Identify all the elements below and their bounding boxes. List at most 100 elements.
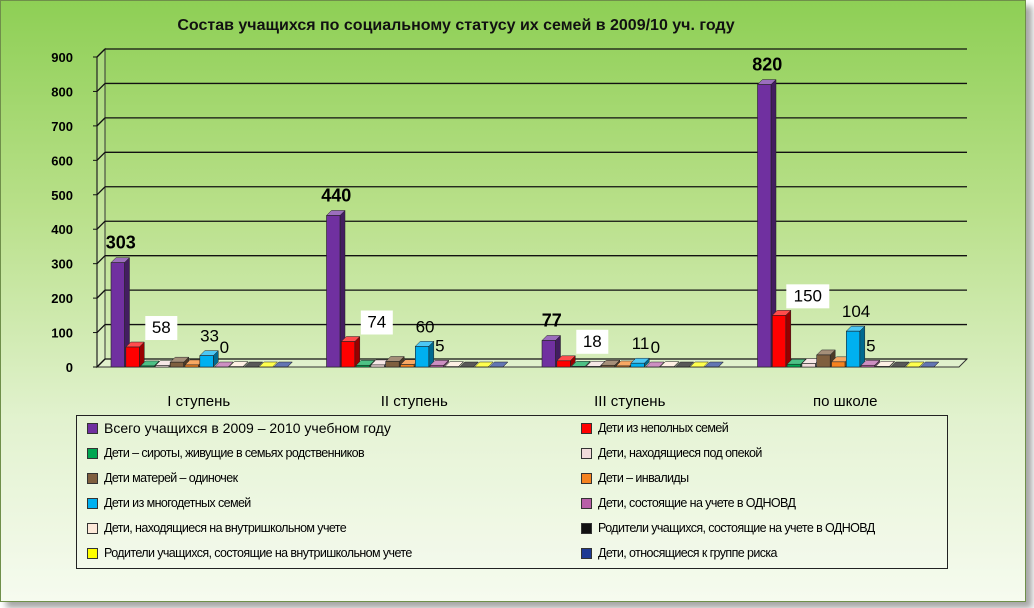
data-label: 440: [321, 185, 351, 205]
legend-swatch: [581, 447, 592, 459]
bar: [444, 361, 465, 368]
data-label: 74: [360, 310, 393, 335]
bar: [689, 361, 710, 368]
svg-text:58: 58: [152, 318, 171, 337]
data-label: 820: [752, 55, 782, 75]
bar: [704, 361, 724, 368]
svg-text:5: 5: [866, 336, 875, 355]
bar: [273, 361, 293, 368]
legend-item: Дети, находящиеся под опекой: [581, 444, 762, 462]
data-label: 60: [416, 317, 435, 336]
legend-label: Дети из многодетных семей: [104, 496, 251, 510]
gridline-diag: [96, 220, 106, 230]
legend-label: Дети, относящиеся к группе риска: [598, 546, 777, 560]
legend-swatch: [581, 522, 592, 534]
legend-label: Дети матерей – одиночек: [104, 471, 238, 485]
bar: [674, 361, 695, 368]
bar: [473, 361, 494, 368]
legend-label: Дети – инвалиды: [598, 471, 689, 485]
data-label: 33: [200, 327, 219, 346]
bar: [570, 360, 591, 368]
bar: [756, 78, 777, 368]
y-tick-label: 400: [51, 222, 73, 237]
x-category-label: по школе: [813, 393, 878, 410]
legend-item: Дети, находящиеся на внутришкольном учет…: [87, 519, 347, 537]
svg-text:0: 0: [651, 338, 660, 357]
gridline-diag: [96, 289, 106, 299]
legend-swatch: [581, 422, 592, 434]
bar: [644, 361, 665, 368]
svg-text:150: 150: [794, 286, 822, 305]
legend-item: Дети из неполных семей: [581, 419, 729, 437]
legend-label: Дети, находящиеся на внутришкольном учет…: [104, 521, 347, 535]
legend-label: Родители учащихся, состоящие на учете в …: [598, 521, 875, 535]
bar: [429, 359, 450, 368]
gridline-diag: [96, 117, 106, 127]
bar: [659, 361, 680, 368]
legend-label: Родители учащихся, состоящие на внутришк…: [104, 546, 412, 560]
legend-swatch: [87, 472, 98, 484]
bar: [600, 359, 621, 368]
plot-walls: [95, 47, 969, 369]
bar: [459, 361, 479, 368]
data-label: 303: [106, 233, 136, 253]
legend-item: Дети – сироты, живущие в семьях родствен…: [87, 444, 365, 462]
bar: [541, 334, 562, 368]
y-tick-label: 200: [51, 291, 73, 306]
legend-label: Дети – сироты, живущие в семьях родствен…: [104, 446, 365, 460]
bar: [556, 355, 576, 368]
legend-item: Дети, относящиеся к группе риска: [581, 544, 777, 562]
bar: [890, 361, 910, 368]
svg-text:5: 5: [435, 336, 444, 355]
svg-text:0: 0: [220, 338, 229, 357]
gridline-diag: [96, 151, 106, 161]
legend-label: Дети из неполных семей: [598, 421, 729, 435]
bar: [243, 361, 264, 368]
y-tick-label: 500: [51, 188, 73, 203]
x-category-label: II ступень: [381, 393, 448, 410]
legend-item: Всего учащихся в 2009 – 2010 учебном год…: [87, 419, 391, 437]
bar: [875, 360, 896, 368]
y-axis-ticks: 0 100 200 300 400 500 600 700 800 900: [51, 50, 97, 375]
y-tick-label: 900: [51, 50, 73, 65]
legend-label: Дети, находящиеся под опекой: [598, 446, 762, 460]
bar: [860, 359, 881, 368]
bar: [199, 350, 219, 368]
y-tick-label: 300: [51, 257, 73, 272]
gridlines: [96, 48, 967, 368]
svg-text:104: 104: [842, 302, 870, 321]
legend-swatch: [581, 472, 592, 484]
legend-item: Родители учащихся, состоящие на учете в …: [581, 519, 875, 537]
bars: [110, 78, 940, 368]
legend-item: Дети, состоящие на учете в ОДНОВД: [581, 494, 796, 512]
data-label: 58: [145, 316, 178, 341]
y-tick-label: 600: [51, 153, 73, 168]
bar: [213, 361, 234, 368]
bar: [771, 309, 792, 368]
side-wall: [96, 47, 106, 369]
legend-item: Дети – инвалиды: [581, 469, 689, 487]
legend-swatch: [87, 497, 98, 509]
x-axis-categories: I ступень II ступень III ступень по школе: [167, 393, 877, 410]
gridline-diag: [96, 48, 106, 58]
data-label: 18: [576, 329, 609, 354]
legend-label: Дети, состоящие на учете в ОДНОВД: [598, 496, 796, 510]
bar: [110, 257, 131, 368]
x-category-label: I ступень: [167, 393, 230, 410]
svg-text:77: 77: [542, 310, 562, 330]
bar: [904, 361, 925, 368]
legend-swatch: [87, 522, 98, 534]
svg-text:303: 303: [106, 233, 136, 253]
legend-swatch: [87, 422, 98, 434]
gridline-diag: [96, 255, 106, 265]
legend-swatch: [581, 547, 592, 559]
gridline-diag: [96, 186, 106, 196]
bar: [845, 325, 866, 368]
svg-text:820: 820: [752, 55, 782, 75]
bar: [919, 361, 940, 368]
legend-swatch: [581, 497, 592, 509]
data-label: 104: [842, 302, 870, 321]
chart-title: Состав учащихся по социальному статусу и…: [177, 17, 734, 34]
y-tick-label: 800: [51, 84, 73, 99]
x-category-label: III ступень: [594, 393, 665, 410]
